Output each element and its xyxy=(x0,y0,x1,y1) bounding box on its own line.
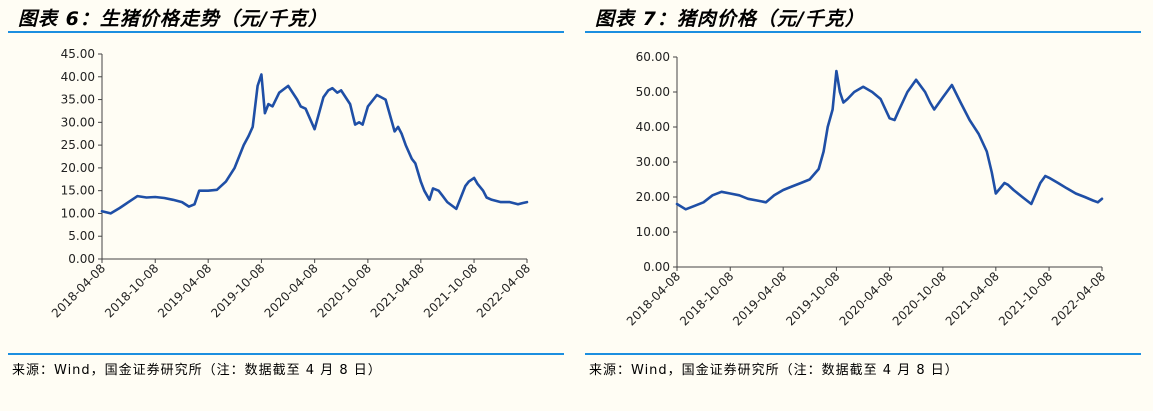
y-tick-label: 30.00 xyxy=(636,155,670,169)
x-tick-label: 2018-04-08 xyxy=(624,269,683,328)
y-tick-label: 35.00 xyxy=(61,93,95,107)
y-tick-label: 40.00 xyxy=(636,120,670,134)
y-tick-label: 0.00 xyxy=(68,252,95,266)
y-tick-label: 40.00 xyxy=(61,70,95,84)
series-line xyxy=(675,69,1104,211)
y-tick-label: 10.00 xyxy=(61,206,95,220)
x-tick-label: 2020-10-08 xyxy=(315,261,374,320)
x-tick-label: 2022-04-08 xyxy=(1049,269,1108,328)
y-tick-label: 50.00 xyxy=(636,85,670,99)
x-tick-label: 2019-10-08 xyxy=(783,269,842,328)
line-chart-pork-price: 0.00 10.00 20.00 30.00 40.00 50.00 60.00 2018-0… xyxy=(624,50,1108,328)
x-tick-label: 2020-04-08 xyxy=(262,261,321,320)
source-note: 来源：Wind，国金证券研究所（注：数据截至 4 月 8 日） xyxy=(12,363,382,378)
x-tick-label: 2018-04-08 xyxy=(49,261,108,320)
y-tick-label: 0.00 xyxy=(643,260,670,274)
source-note: 来源：Wind，国金证券研究所（注：数据截至 4 月 8 日） xyxy=(589,363,959,378)
y-tick-label: 10.00 xyxy=(636,225,670,239)
x-tick-label: 2021-10-08 xyxy=(996,269,1055,328)
x-tick-label: 2022-04-08 xyxy=(474,261,533,320)
chart-panel-right: 图表 7：猪肉价格（元/千克） 0.00 10.00 20.00 30.00 40.00… xyxy=(585,0,1145,411)
y-tick-label: 5.00 xyxy=(68,229,95,243)
y-tick-label: 60.00 xyxy=(636,50,670,64)
y-tick-label: 20.00 xyxy=(636,190,670,204)
x-tick-label: 2021-04-08 xyxy=(368,261,427,320)
title-divider xyxy=(8,31,564,33)
x-tick-label: 2018-10-08 xyxy=(102,261,161,320)
x-tick-label: 2019-04-08 xyxy=(730,269,789,328)
y-tick-label: 30.00 xyxy=(61,115,95,129)
y-tick-label: 20.00 xyxy=(61,161,95,175)
source-divider xyxy=(8,353,564,355)
line-chart-hog-price: 0.00 5.00 10.00 15.00 20.00 25.00 30.00 35.00 40… xyxy=(49,47,533,320)
y-tick-label: 45.00 xyxy=(61,47,95,61)
chart-panel-left: 图表 6：生猪价格走势（元/千克） 0.00 5.00 10.00 15.00 20.0… xyxy=(8,0,568,411)
chart-title: 图表 7：猪肉价格（元/千克） xyxy=(595,8,865,30)
source-divider xyxy=(585,353,1141,355)
x-tick-label: 2021-04-08 xyxy=(943,269,1002,328)
x-tick-label: 2018-10-08 xyxy=(677,269,736,328)
x-tick-label: 2021-10-08 xyxy=(421,261,480,320)
y-tick-label: 15.00 xyxy=(61,184,95,198)
chart-title: 图表 6：生猪价格走势（元/千克） xyxy=(18,8,328,30)
title-divider xyxy=(585,31,1141,33)
x-tick-label: 2020-04-08 xyxy=(837,269,896,328)
x-tick-label: 2020-10-08 xyxy=(890,269,949,328)
series-line xyxy=(100,73,529,215)
x-tick-label: 2019-04-08 xyxy=(155,261,214,320)
x-tick-label: 2019-10-08 xyxy=(208,261,267,320)
y-tick-label: 25.00 xyxy=(61,138,95,152)
